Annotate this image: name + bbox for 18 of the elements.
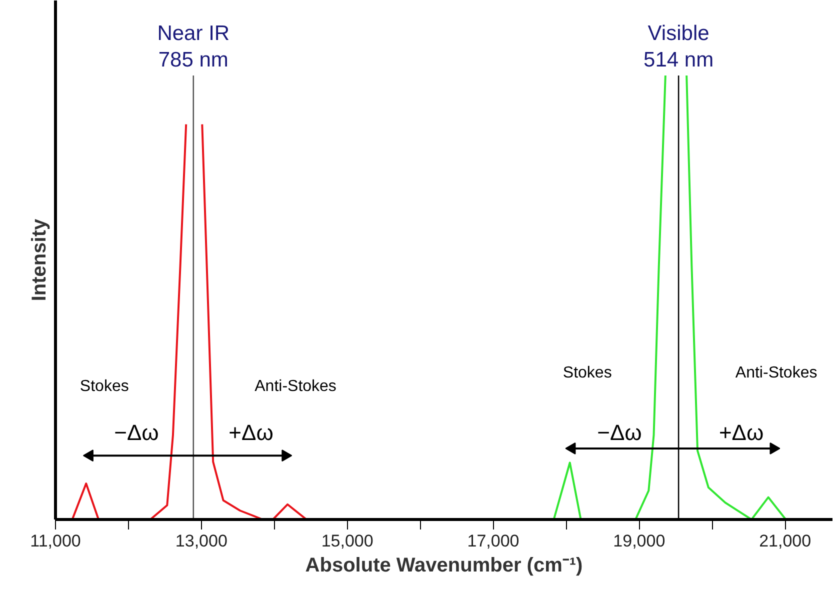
annotation: Stokes	[80, 378, 129, 395]
ref-line-label: Visible 514 nm	[644, 22, 714, 72]
x-tick-label: 11,000	[30, 532, 81, 550]
x-axis-title: Absolute Wavenumber (cm⁻¹)	[305, 554, 583, 576]
x-tick-label: 17,000	[467, 532, 520, 550]
annotation: −Δω	[114, 420, 159, 445]
annotation: Stokes	[562, 364, 612, 382]
x-tick-label: 19,000	[613, 532, 666, 550]
x-tick-label: 21,000	[759, 532, 812, 550]
annotation: +Δω	[228, 420, 274, 445]
annotation: +Δω	[718, 420, 764, 445]
x-tick-label: 15,000	[321, 532, 374, 550]
ref-line-label: Near IR 785 nm	[157, 22, 230, 72]
annotation: −Δω	[597, 420, 642, 445]
annotation: Anti-Stokes	[735, 364, 818, 382]
y-axis-title: Intensity	[28, 218, 50, 302]
annotation: Anti-Stokes	[254, 378, 336, 395]
x-tick-label: 13,000	[175, 532, 228, 550]
